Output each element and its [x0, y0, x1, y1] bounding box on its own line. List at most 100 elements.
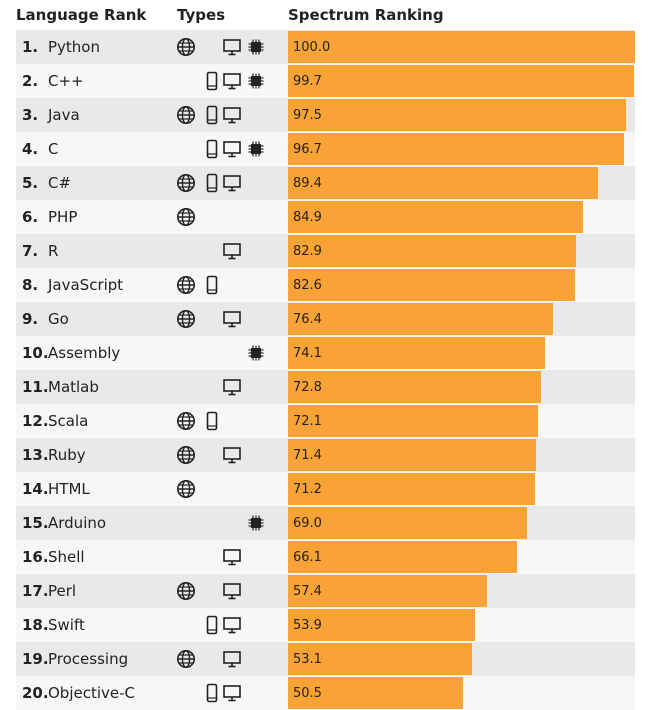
score-bar-19[interactable]: [288, 643, 473, 675]
desktop-monitor-icon: [223, 141, 241, 158]
language-name[interactable]: Objective-C: [48, 684, 136, 702]
score-label: 84.9: [293, 210, 322, 225]
score-bar-20[interactable]: [288, 677, 464, 709]
score-bar-3[interactable]: [288, 99, 627, 131]
language-name[interactable]: R: [48, 242, 59, 260]
score-bar-8[interactable]: [288, 269, 575, 301]
ranking-row-16[interactable]: 16. Shell: [16, 540, 635, 574]
rank-number: 16.: [22, 548, 49, 566]
score-label: 53.1: [293, 652, 322, 667]
ranking-row-13[interactable]: 13. Ruby: [16, 438, 635, 472]
score-bar-7[interactable]: [288, 235, 576, 267]
ranking-row-1[interactable]: 1. Python: [16, 30, 635, 64]
desktop-monitor-icon: [223, 311, 241, 328]
language-name[interactable]: HTML: [48, 480, 90, 498]
score-bar-15[interactable]: [288, 507, 528, 539]
ranking-row-9[interactable]: 9. Go: [16, 302, 635, 336]
ranking-row-14[interactable]: 14. HTML: [16, 472, 635, 506]
spectrum-ranking-header[interactable]: Spectrum Ranking: [288, 6, 444, 24]
rank-number: 15.: [22, 514, 49, 532]
rank-number: 7.: [22, 242, 39, 260]
score-bar-5[interactable]: [288, 167, 599, 199]
language-name[interactable]: PHP: [48, 208, 78, 226]
language-name[interactable]: Scala: [48, 412, 89, 430]
score-label: 72.8: [293, 380, 322, 395]
language-name[interactable]: Java: [48, 106, 80, 124]
score-label: 74.1: [293, 346, 322, 361]
score-label: 96.7: [293, 142, 322, 157]
language-name[interactable]: C++: [48, 72, 84, 90]
score-bar-16[interactable]: [288, 541, 518, 573]
table-header: Language Rank Types Spectrum Ranking: [0, 0, 649, 30]
bar-track: 82.6: [288, 269, 635, 301]
bar-track: 97.5: [288, 99, 635, 131]
ranking-row-3[interactable]: 3. Java: [16, 98, 635, 132]
rank-number: 5.: [22, 174, 39, 192]
language-name[interactable]: Shell: [48, 548, 85, 566]
ranking-row-19[interactable]: 19. Processing: [16, 642, 635, 676]
language-name[interactable]: C: [48, 140, 59, 158]
score-bar-14[interactable]: [288, 473, 536, 505]
ranking-row-6[interactable]: 6. PHP: [16, 200, 635, 234]
score-bar-6[interactable]: [288, 201, 583, 233]
language-name[interactable]: Go: [48, 310, 69, 328]
score-bar-4[interactable]: [288, 133, 624, 165]
mobile-phone-icon: [206, 615, 218, 635]
score-bar-12[interactable]: [288, 405, 539, 437]
chip-icon: [248, 345, 264, 361]
language-name[interactable]: JavaScript: [48, 276, 124, 294]
score-bar-13[interactable]: [288, 439, 536, 471]
ranking-row-7[interactable]: 7. R: [16, 234, 635, 268]
globe-icon: [177, 208, 195, 226]
ranking-row-12[interactable]: 12. Scala: [16, 404, 635, 438]
score-bar-2[interactable]: [288, 65, 634, 97]
language-name[interactable]: Ruby: [48, 446, 86, 464]
language-name[interactable]: C#: [48, 174, 72, 192]
ranking-row-10[interactable]: 10. Assembly: [16, 336, 635, 370]
ranking-row-2[interactable]: 2. C++: [16, 64, 635, 98]
ranking-row-5[interactable]: 5. C#: [16, 166, 635, 200]
chip-icon: [248, 515, 264, 531]
bar-track: 74.1: [288, 337, 635, 369]
score-bar-18[interactable]: [288, 609, 476, 641]
rank-number: 18.: [22, 616, 49, 634]
language-name[interactable]: Perl: [48, 582, 77, 600]
mobile-phone-icon: [206, 275, 218, 295]
desktop-monitor-icon: [223, 549, 241, 566]
mobile-phone-icon: [206, 139, 218, 159]
rank-number: 3.: [22, 106, 39, 124]
ranking-row-4[interactable]: 4. C: [16, 132, 635, 166]
language-name[interactable]: Python: [48, 38, 100, 56]
globe-icon: [177, 582, 195, 600]
ranking-row-20[interactable]: 20. Objective-C: [16, 676, 635, 710]
score-bar-10[interactable]: [288, 337, 546, 369]
language-name[interactable]: Processing: [48, 650, 129, 668]
globe-icon: [177, 480, 195, 498]
rank-number: 6.: [22, 208, 39, 226]
chip-icon: [248, 73, 264, 89]
rank-number: 4.: [22, 140, 39, 158]
ranking-row-15[interactable]: 15. Arduino: [16, 506, 635, 540]
language-name[interactable]: Swift: [48, 616, 85, 634]
ranking-row-8[interactable]: 8. JavaScript: [16, 268, 635, 302]
bar-track: 84.9: [288, 201, 635, 233]
ranking-row-11[interactable]: 11. Matlab: [16, 370, 635, 404]
bar-track: 71.4: [288, 439, 635, 471]
score-bar-17[interactable]: [288, 575, 488, 607]
desktop-monitor-icon: [223, 175, 241, 192]
language-name[interactable]: Assembly: [48, 344, 121, 362]
language-name[interactable]: Matlab: [48, 378, 99, 396]
rank-number: 19.: [22, 650, 49, 668]
mobile-phone-icon: [206, 173, 218, 193]
language-name[interactable]: Arduino: [48, 514, 107, 532]
ranking-row-17[interactable]: 17. Perl: [16, 574, 635, 608]
rank-number: 14.: [22, 480, 49, 498]
language-rank-header[interactable]: Language Rank: [16, 6, 147, 24]
ranking-row-18[interactable]: 18. Swift: [16, 608, 635, 642]
desktop-monitor-icon: [223, 243, 241, 260]
score-label: 69.0: [293, 516, 322, 531]
score-bar-11[interactable]: [288, 371, 541, 403]
score-bar-1[interactable]: [288, 31, 635, 63]
types-header[interactable]: Types: [177, 6, 226, 24]
score-bar-9[interactable]: [288, 303, 554, 335]
